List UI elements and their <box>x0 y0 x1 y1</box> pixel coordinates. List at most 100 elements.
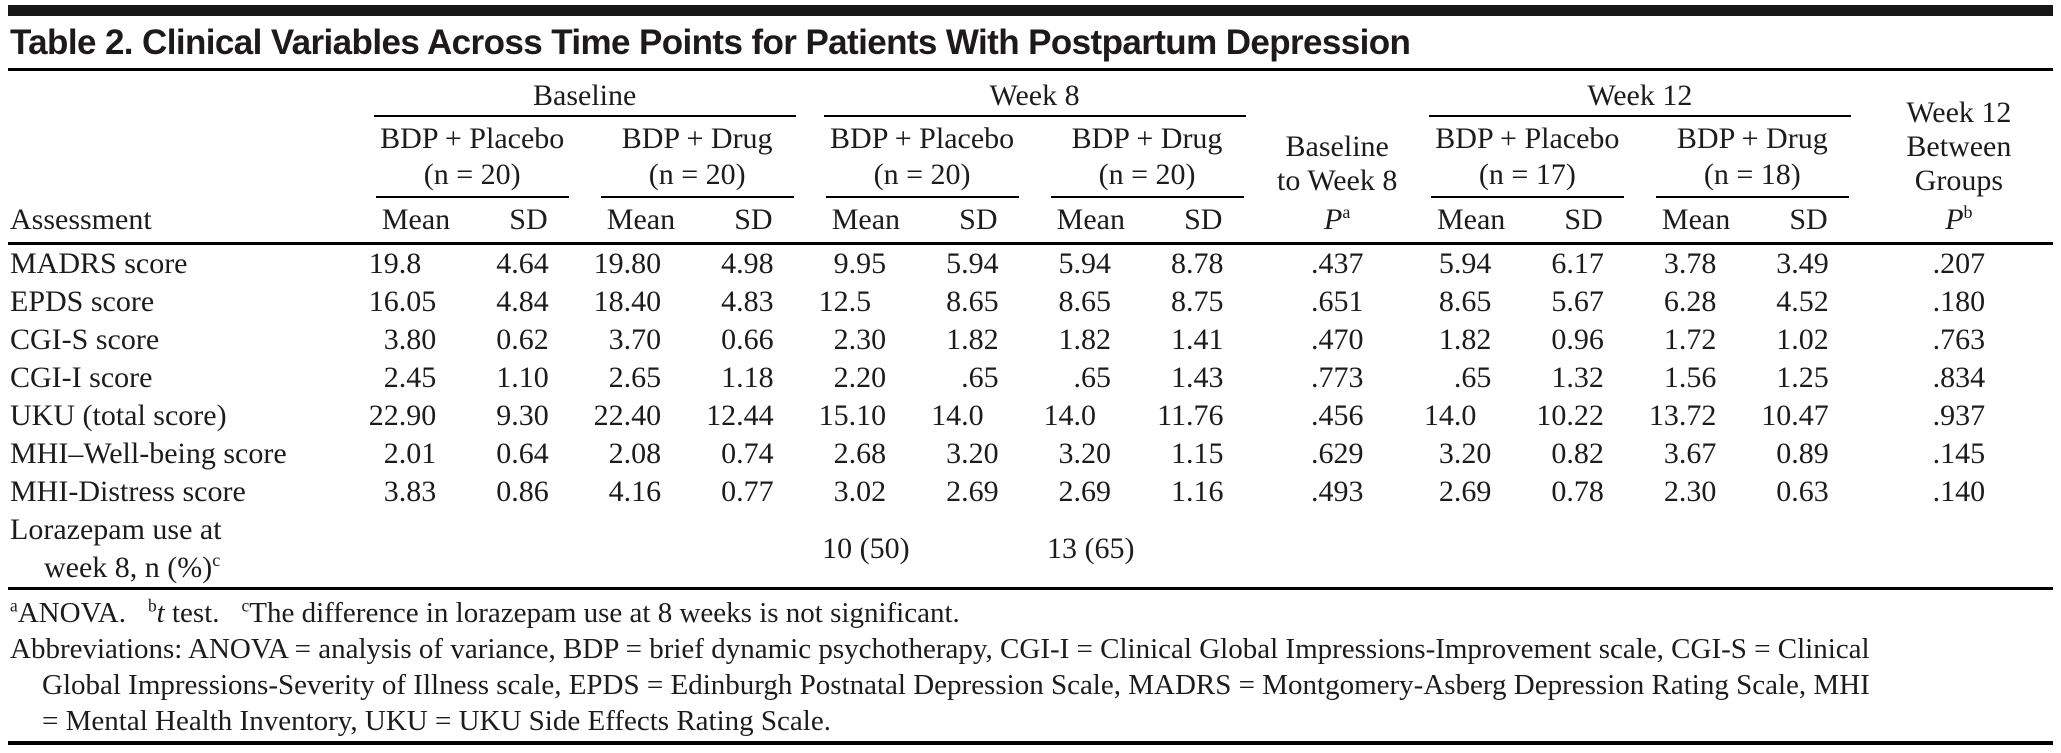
column-header-mean: Mean <box>584 198 698 245</box>
table-top-rule <box>8 5 2053 16</box>
value-cell: 1.43 <box>1171 361 1224 394</box>
p-value-cell: .207 <box>1932 247 1986 280</box>
value-cell: 0.62 <box>496 323 549 356</box>
value-cell: 1.18 <box>721 361 774 394</box>
value-cell: 2.69 <box>946 475 999 508</box>
value-cell: 13.72 <box>1648 399 1717 432</box>
value-cell: 2.30 <box>833 323 887 356</box>
value-cell <box>472 511 584 589</box>
column-group-baseline: Baseline <box>360 71 810 117</box>
value-cell <box>1527 511 1639 589</box>
value-cell: 4.52 <box>1776 285 1829 318</box>
value-cell: 0.96 <box>1551 323 1604 356</box>
p-value-cell: .493 <box>1310 475 1364 508</box>
table-row: MHI–Well-being score 2.01 0.64 2.08 0.74 2.68… <box>8 435 2053 473</box>
value-cell: 12.5 <box>818 285 872 318</box>
column-header-sd: SD <box>1527 198 1640 245</box>
value-cell: 9.30 <box>496 399 549 432</box>
value-cell: 5.94 <box>1058 247 1112 280</box>
row-label: Lorazepam use at week 8, n (%)c <box>10 513 222 584</box>
footnote-note: cThe difference in lorazepam use at 8 we… <box>241 595 960 629</box>
value-cell: 2.30 <box>1663 475 1717 508</box>
column-header-mean: Mean <box>809 198 923 245</box>
value-cell: 2.69 <box>1438 475 1492 508</box>
value-cell: 3.20 <box>1438 437 1492 470</box>
value-cell <box>1752 511 1864 589</box>
p-value-cell <box>1865 511 2053 589</box>
value-cell: 22.40 <box>593 399 662 432</box>
p-value-cell: .140 <box>1932 475 1986 508</box>
header-row-subgroups: BDP + Placebo (n = 20) BDP + Drug (n = 20)… <box>8 117 2053 198</box>
value-cell: 10.47 <box>1761 399 1829 432</box>
value-cell: 8.75 <box>1171 285 1224 318</box>
value-cell: 12.44 <box>706 399 774 432</box>
row-label: MADRS score <box>10 247 188 280</box>
value-cell: 0.63 <box>1776 475 1829 508</box>
column-subgroup-baseline-drug: BDP + Drug (n = 20) <box>585 117 810 198</box>
p-value-cell: .145 <box>1932 437 1986 470</box>
column-group-week12: Week 12 <box>1415 71 1865 117</box>
value-cell: 1.32 <box>1551 361 1604 394</box>
value-cell: 2.45 <box>383 361 437 394</box>
value-cell: .65 <box>1453 361 1492 394</box>
value-cell <box>360 511 472 589</box>
header-row-groups: Assessment Baseline Week 8 Baseline to W… <box>8 71 2053 245</box>
value-cell: 4.64 <box>496 247 549 280</box>
column-header-sd: SD <box>1752 198 1865 245</box>
p-value-cell: .629 <box>1310 437 1364 470</box>
value-cell: 3.49 <box>1776 247 1829 280</box>
value-cell: 10.22 <box>1536 399 1604 432</box>
column-header-sd: SD <box>472 198 585 245</box>
value-cell: 6.17 <box>1551 247 1604 280</box>
value-cell: 3.67 <box>1663 437 1717 470</box>
clinical-variables-table: Assessment Baseline Week 8 Baseline to W… <box>8 71 2053 590</box>
value-cell: 1.56 <box>1663 361 1717 394</box>
column-header-sd: SD <box>922 198 1035 245</box>
column-subgroup-baseline-placebo: BDP + Placebo (n = 20) <box>360 117 585 198</box>
row-label: EPDS score <box>10 285 155 318</box>
value-cell: .65 <box>1073 361 1112 394</box>
value-cell: 13 (65) <box>1047 532 1135 565</box>
table-title: Table 2. Clinical Variables Across Time … <box>8 16 2053 71</box>
value-cell: 0.78 <box>1551 475 1604 508</box>
value-cell <box>697 511 809 589</box>
table-row: MADRS score 19.8 4.64 19.80 4.98 9.95 5.94 5.94… <box>8 244 2053 284</box>
value-cell <box>1147 511 1259 589</box>
p-symbol: Pa <box>1324 202 1351 236</box>
group-label-week8: Week 8 <box>823 71 1246 117</box>
group-label-baseline: Baseline <box>373 71 796 117</box>
p-value-cell: .773 <box>1310 361 1364 394</box>
value-cell: 5.94 <box>1438 247 1492 280</box>
value-cell: 0.82 <box>1551 437 1604 470</box>
value-cell: 1.82 <box>1058 323 1112 356</box>
value-cell: 1.82 <box>946 323 999 356</box>
value-cell <box>922 511 1034 589</box>
footnotes: aANOVA. bt test. cThe difference in loraze… <box>8 590 2053 739</box>
value-cell: 3.70 <box>608 323 662 356</box>
column-header-sd: SD <box>697 198 810 245</box>
value-cell: 22.90 <box>368 399 437 432</box>
value-cell: 3.20 <box>1058 437 1112 470</box>
column-header-mean: Mean <box>1034 198 1148 245</box>
value-cell: 0.89 <box>1776 437 1829 470</box>
table-bottom-rule <box>8 741 2053 745</box>
column-header-sd: SD <box>1147 198 1260 245</box>
table-row: MHI-Distress score 3.83 0.86 4.16 0.77 3.02 2.… <box>8 473 2053 511</box>
value-cell <box>1415 511 1527 589</box>
column-header-mean: Mean <box>1414 198 1528 245</box>
column-subgroup-week12-placebo: BDP + Placebo (n = 17) <box>1415 117 1640 198</box>
value-cell: 1.41 <box>1171 323 1224 356</box>
value-cell: 1.25 <box>1776 361 1829 394</box>
footnote-note: bt test. <box>147 595 220 629</box>
value-cell: 5.94 <box>946 247 999 280</box>
value-cell: 0.86 <box>496 475 549 508</box>
p-baseline-week8-label: Baseline to Week 8 Pa <box>1260 130 1415 242</box>
row-label: CGI-S score <box>10 323 160 356</box>
value-cell: 3.78 <box>1663 247 1717 280</box>
p-value-cell <box>1260 511 1415 589</box>
value-cell: 2.01 <box>383 437 437 470</box>
value-cell: 0.66 <box>721 323 774 356</box>
column-group-week8: Week 8 <box>810 71 1260 117</box>
value-cell: 1.10 <box>496 361 549 394</box>
